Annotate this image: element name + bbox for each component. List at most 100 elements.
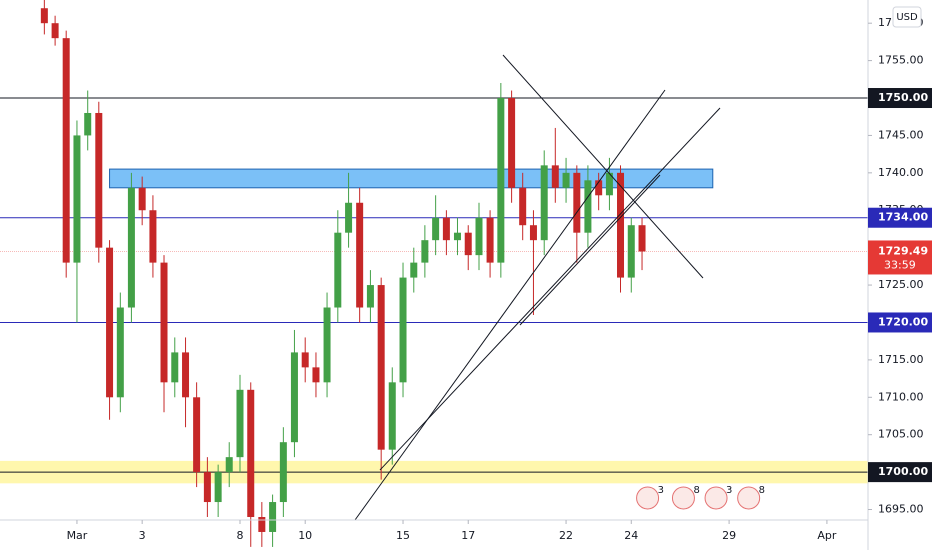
- countdown: 33:59: [884, 258, 916, 271]
- candle-body: [584, 180, 592, 233]
- candle-body: [301, 352, 309, 368]
- candle-body: [627, 225, 635, 278]
- x-tick-label: 3: [139, 529, 146, 542]
- level-box: [868, 312, 932, 333]
- y-tick-label: 1740.00: [878, 166, 924, 179]
- candle-body: [453, 232, 461, 241]
- candle-body: [236, 389, 244, 458]
- candle-body: [595, 180, 603, 196]
- candle-body: [51, 23, 59, 39]
- trendline: [519, 174, 661, 326]
- candle-body: [193, 397, 201, 473]
- event-count: 3: [658, 485, 664, 496]
- candle-body: [475, 217, 483, 256]
- x-tick-label: Mar: [67, 529, 88, 542]
- last-price-box: [868, 240, 932, 275]
- candle-body: [464, 232, 472, 256]
- candle-body: [421, 240, 429, 263]
- x-tick-label: 24: [624, 529, 638, 542]
- event-count: 8: [759, 485, 765, 496]
- candle-body: [269, 502, 277, 532]
- candle-body: [345, 202, 353, 233]
- last-price-label: 1729.49: [878, 244, 928, 257]
- candle-body: [247, 389, 255, 518]
- candle-body: [432, 217, 440, 241]
- candle-body: [171, 352, 179, 383]
- candle-body: [356, 202, 364, 308]
- candle-body: [62, 38, 70, 263]
- candle-body: [388, 382, 396, 450]
- candle-body: [84, 112, 92, 136]
- event-count: 3: [726, 485, 732, 496]
- candle-body: [160, 262, 168, 383]
- currency-box[interactable]: [892, 6, 922, 28]
- y-tick-label: 1725.00: [878, 278, 924, 291]
- level-box: [868, 88, 932, 109]
- candle-body: [366, 285, 374, 308]
- candle-body: [116, 307, 124, 398]
- level-label: 1700.00: [878, 465, 928, 478]
- x-tick-label: 22: [559, 529, 573, 542]
- y-tick-label: 1710.00: [878, 390, 924, 403]
- x-tick-label: 10: [298, 529, 312, 542]
- candle-body: [519, 187, 527, 226]
- candle-body: [334, 232, 342, 308]
- currency: USD: [896, 12, 918, 23]
- y-tick-label: 1715.00: [878, 353, 924, 366]
- candle-body: [73, 135, 81, 263]
- candle-body: [225, 457, 233, 473]
- candle-body: [95, 112, 103, 248]
- event-icon: [704, 486, 728, 510]
- level-label: 1734.00: [878, 211, 928, 224]
- event-count: 8: [693, 485, 699, 496]
- candle-body: [573, 172, 581, 233]
- candle-body: [323, 307, 331, 383]
- candle-body: [605, 172, 613, 196]
- event-icon: [636, 486, 660, 510]
- candle-body: [562, 172, 570, 188]
- candle-body: [290, 352, 298, 443]
- y-tick-label: 1755.00: [878, 54, 924, 67]
- candle-body: [106, 247, 114, 398]
- trendline: [379, 107, 721, 471]
- candle-body: [486, 217, 494, 263]
- candle-body: [312, 367, 320, 383]
- y-tick-label: 1745.00: [878, 128, 924, 141]
- candle-body: [377, 285, 385, 450]
- x-tick-label: 8: [236, 529, 243, 542]
- candle-body: [214, 472, 222, 503]
- candle-body: [551, 165, 559, 188]
- candle-body: [497, 98, 505, 263]
- candle-body: [258, 517, 266, 532]
- candle-body: [127, 187, 135, 308]
- candle-body: [540, 165, 548, 241]
- candle-body: [617, 172, 625, 278]
- candle-body: [203, 472, 211, 503]
- candle-body: [40, 8, 48, 24]
- candle-body: [508, 98, 516, 188]
- event-icon: [671, 486, 695, 510]
- x-tick-label: Apr: [817, 529, 837, 542]
- candle-body: [149, 210, 157, 263]
- candle-body: [279, 442, 287, 503]
- candle-body: [399, 277, 407, 383]
- x-tick-label: 17: [461, 529, 475, 542]
- x-tick-label: 29: [722, 529, 736, 542]
- trendlines: [354, 54, 721, 521]
- x-tick-label: 15: [396, 529, 410, 542]
- event-icon: [737, 486, 761, 510]
- level-box: [868, 207, 932, 228]
- trendline: [502, 54, 704, 279]
- y-tick-label: 1695.00: [878, 503, 924, 516]
- candle-body: [442, 217, 450, 241]
- candle-body: [182, 352, 190, 398]
- trendline: [354, 89, 666, 521]
- candle-body: [638, 225, 646, 252]
- candle-body: [529, 225, 537, 241]
- y-tick-label: 1705.00: [878, 428, 924, 441]
- level-label: 1720.00: [878, 315, 928, 328]
- level-box: [868, 462, 932, 483]
